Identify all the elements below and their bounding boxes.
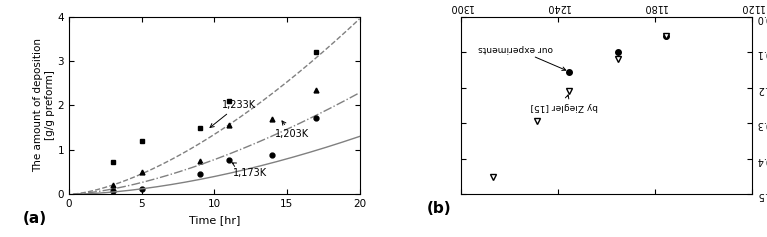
Text: by Ziegler [15]: by Ziegler [15] [531, 95, 598, 111]
Text: (a): (a) [22, 211, 47, 226]
Y-axis label: The initial rate of
deposition [g/(g preform)(hr)]: The initial rate of deposition [g/(g pre… [0, 236, 1, 237]
Text: 1,233K: 1,233K [210, 100, 255, 128]
X-axis label: Time [hr]: Time [hr] [189, 215, 240, 225]
Text: 1,173K: 1,173K [232, 163, 267, 178]
Y-axis label: The amount of deposition
[g/g preform]: The amount of deposition [g/g preform] [33, 38, 54, 173]
Text: our experiments: our experiments [479, 44, 566, 70]
Text: 1,203K: 1,203K [275, 121, 309, 139]
Text: (b): (b) [426, 201, 451, 216]
